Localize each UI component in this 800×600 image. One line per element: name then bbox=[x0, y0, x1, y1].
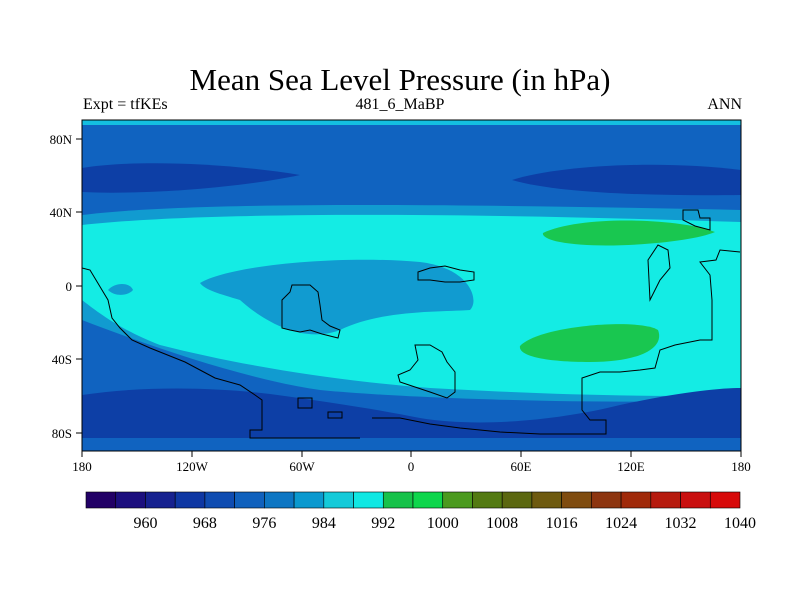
coastlines bbox=[82, 209, 741, 439]
colorbar-swatch bbox=[650, 491, 681, 509]
colorbar-swatch bbox=[442, 491, 473, 509]
coast-small-bar bbox=[327, 411, 343, 419]
coast-small-island bbox=[297, 397, 313, 409]
colorbar-labels: 960 968 976 984 992 1000 1008 1016 1024 1032 1040 bbox=[133, 515, 756, 532]
x-tick-label: 180 bbox=[72, 459, 92, 474]
colorbar-label: 1024 bbox=[605, 515, 637, 532]
equatorial-low bbox=[200, 259, 474, 335]
y-tick-label: 80N bbox=[50, 132, 73, 147]
colorbar-swatch bbox=[709, 491, 741, 509]
coast-mideast bbox=[417, 265, 475, 283]
colorbar-label: 976 bbox=[252, 515, 276, 532]
colorbar-swatch bbox=[174, 491, 206, 509]
x-tick-label: 60W bbox=[289, 459, 315, 474]
y-axis-labels: 80N 40N 0 40S 80S bbox=[50, 132, 73, 441]
southern-low-belt bbox=[82, 388, 741, 451]
coast-antarctic-edge bbox=[372, 249, 741, 435]
tick-marks bbox=[76, 138, 742, 457]
coast-east-island bbox=[682, 209, 711, 231]
coast-americas bbox=[82, 267, 360, 439]
colorbar-label: 992 bbox=[371, 515, 395, 532]
y-tick-label: 40S bbox=[52, 352, 72, 367]
colorbar-swatch bbox=[561, 491, 592, 509]
colorbar-swatch bbox=[115, 491, 146, 509]
colorbar-swatch bbox=[501, 491, 533, 509]
small-patch-west bbox=[108, 284, 133, 295]
colorbar-swatch bbox=[353, 491, 384, 509]
x-tick-label: 180 bbox=[731, 459, 751, 474]
pressure-field bbox=[82, 120, 741, 451]
colorbar-swatch bbox=[472, 491, 503, 509]
x-tick-label: 60E bbox=[511, 459, 532, 474]
colorbar-swatch bbox=[680, 491, 711, 509]
y-tick-label: 80S bbox=[52, 426, 72, 441]
colorbar-label: 960 bbox=[133, 515, 157, 532]
season-label: ANN bbox=[707, 96, 742, 113]
coast-south-land bbox=[397, 344, 456, 399]
x-tick-label: 0 bbox=[408, 459, 415, 474]
coast-east-asia bbox=[647, 244, 671, 302]
coast-africa-west bbox=[281, 284, 341, 339]
colorbar-label: 1016 bbox=[546, 515, 578, 532]
colorbar-label: 1040 bbox=[724, 515, 756, 532]
colorbar-swatch bbox=[293, 491, 325, 509]
colorbar-swatch bbox=[234, 491, 265, 509]
low-north-east bbox=[512, 164, 741, 196]
subtropical-high-north bbox=[542, 220, 715, 246]
y-tick-label: 40N bbox=[50, 205, 73, 220]
colorbar-swatch bbox=[531, 491, 562, 509]
colorbar-swatch bbox=[591, 491, 622, 509]
map-title: Mean Sea Level Pressure (in hPa) bbox=[189, 62, 611, 97]
colorbar-swatch bbox=[264, 491, 295, 509]
colorbar bbox=[85, 491, 741, 509]
colorbar-swatch bbox=[323, 491, 354, 509]
x-tick-label: 120W bbox=[176, 459, 209, 474]
time-label: 481_6_MaBP bbox=[355, 96, 445, 113]
x-tick-label: 120E bbox=[617, 459, 645, 474]
colorbar-swatch bbox=[412, 491, 444, 509]
y-tick-label: 0 bbox=[66, 279, 73, 294]
band-top-strip bbox=[82, 120, 741, 125]
colorbar-label: 968 bbox=[193, 515, 217, 532]
low-north-west bbox=[82, 163, 300, 193]
colorbar-label: 1032 bbox=[665, 515, 697, 532]
colorbar-label: 1000 bbox=[427, 515, 459, 532]
colorbar-swatch bbox=[382, 491, 414, 509]
colorbar-swatch bbox=[204, 491, 235, 509]
colorbar-label: 984 bbox=[312, 515, 336, 532]
southern-fringe bbox=[82, 438, 741, 451]
colorbar-swatch bbox=[620, 491, 652, 509]
subtropical-high-south bbox=[519, 324, 660, 362]
colorbar-swatch bbox=[85, 491, 117, 509]
experiment-label: Expt = tfKEs bbox=[83, 96, 168, 113]
x-axis-labels: 180 120W 60W 0 60E 120E 180 bbox=[72, 459, 751, 474]
colorbar-swatch bbox=[145, 491, 176, 509]
colorbar-label: 1008 bbox=[486, 515, 518, 532]
